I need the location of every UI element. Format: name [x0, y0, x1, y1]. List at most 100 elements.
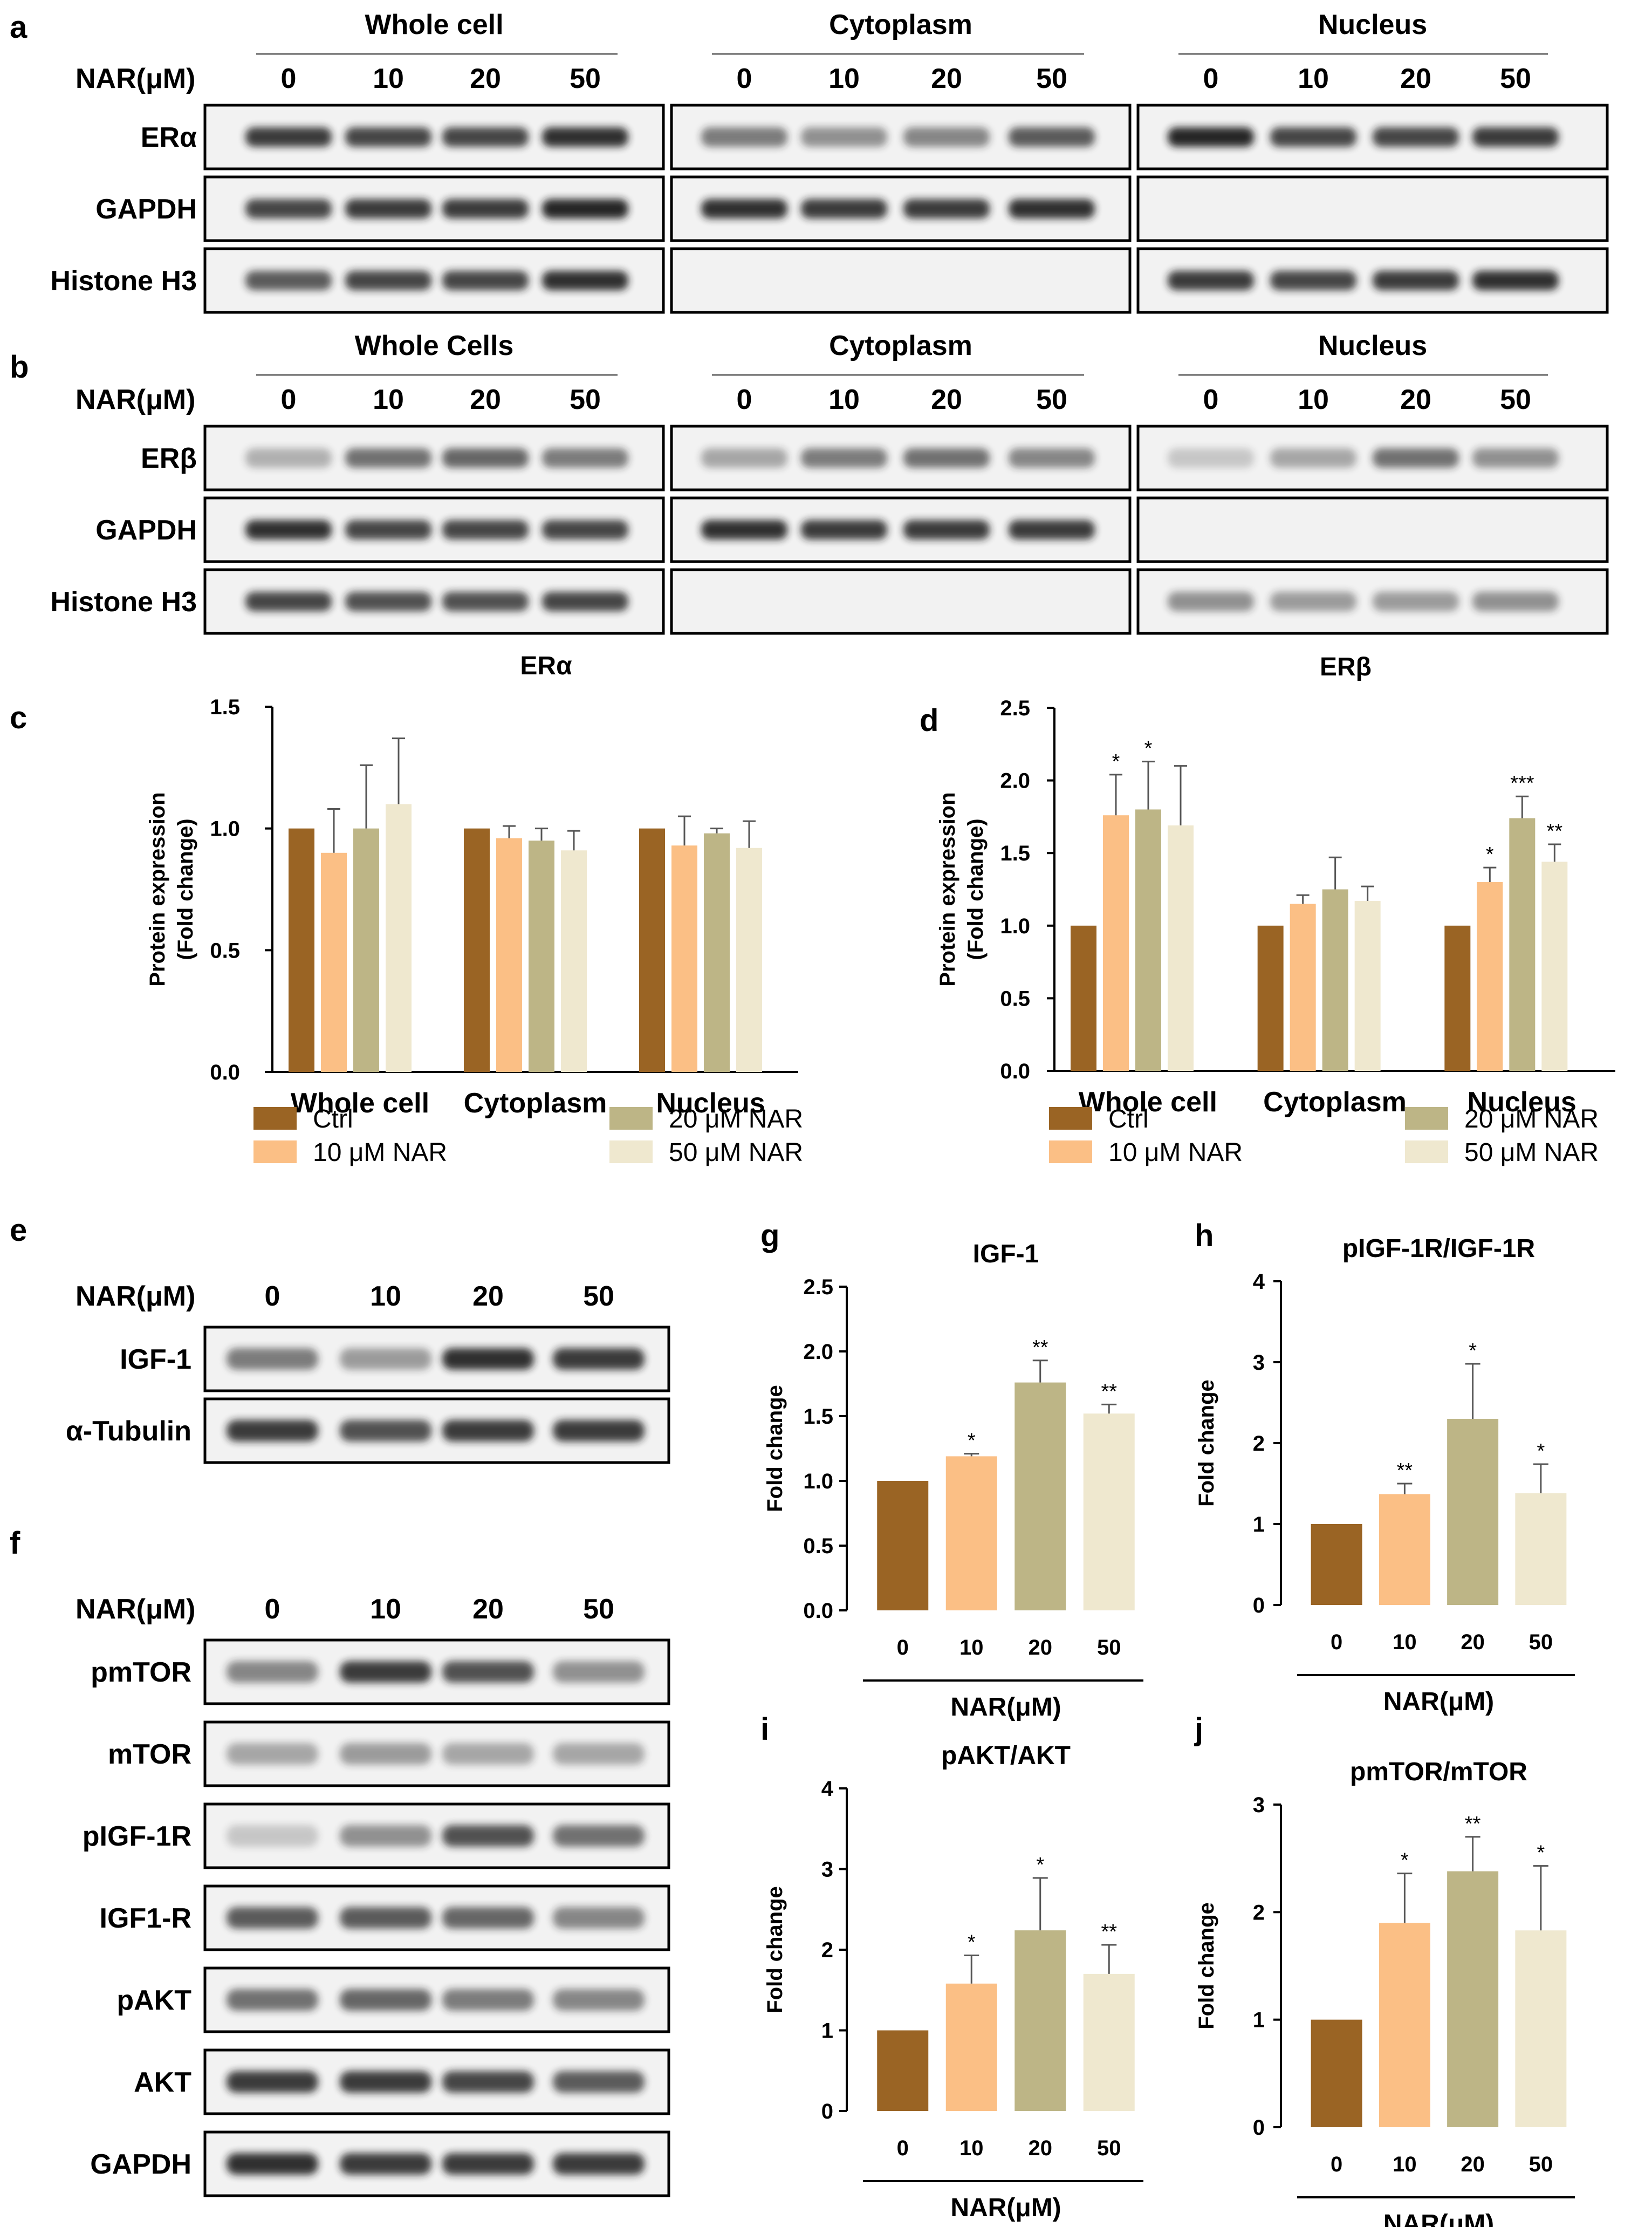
x-tick-label: 50 — [1529, 2153, 1553, 2176]
bar — [1447, 1419, 1499, 1605]
dose-label: 50 — [1036, 63, 1067, 94]
blot-band — [340, 2071, 431, 2093]
legend-label: Ctrl — [313, 1105, 353, 1133]
dose-label: 50 — [1036, 384, 1067, 415]
dose-axis-label: NAR(μM) — [76, 1594, 195, 1625]
blot-band — [245, 592, 332, 611]
bar — [561, 850, 587, 1072]
blot-band — [553, 1989, 645, 2011]
dose-label: 20 — [931, 63, 962, 94]
bar — [321, 852, 347, 1072]
blot-band — [1472, 592, 1559, 611]
y-tick-label: 0 — [1253, 2116, 1265, 2140]
dose-label: 50 — [1500, 384, 1531, 415]
blot-band — [701, 520, 787, 539]
blot-band — [345, 520, 431, 539]
blot-band — [542, 199, 628, 218]
x-axis-label: NAR(μM) — [1383, 1688, 1494, 1716]
y-axis-label-line: (Fold change) — [174, 818, 197, 960]
y-tick-label: 3 — [1253, 1351, 1265, 1375]
chart-title: pAKT/AKT — [941, 1741, 1071, 1770]
dose-label: 0 — [265, 1594, 280, 1625]
dose-label: 10 — [1298, 63, 1329, 94]
y-tick-label: 1.5 — [803, 1405, 833, 1429]
chart-g: 0.0 0.5 1.0 1.5 2.0 2.5 Fold change IGF-1 0 * 10 **… — [763, 1240, 1143, 1722]
blot-row-label: Histone H3 — [50, 265, 197, 297]
significance-mark: * — [1036, 1854, 1044, 1876]
chart-j: 0 1 2 3 Fold change pmTOR/mTOR 0 * 10 ** 20 * 50 NAR(… — [1195, 1758, 1575, 2227]
blot-band — [1009, 199, 1095, 218]
blot-band — [442, 1420, 534, 1442]
blot-band — [542, 448, 628, 468]
x-tick-label: 0 — [897, 2136, 909, 2160]
x-category-label: Whole cell — [291, 1088, 429, 1119]
dose-label: 0 — [737, 384, 752, 415]
blot-band — [345, 199, 431, 218]
dose-axis-label: NAR(μM) — [76, 63, 195, 94]
blot-band — [442, 1825, 534, 1847]
blot-band — [442, 1907, 534, 1929]
x-axis-label: NAR(μM) — [950, 2194, 1061, 2222]
blot-band — [442, 2153, 534, 2175]
x-tick-label: 0 — [897, 1636, 909, 1659]
blot-band — [801, 127, 887, 147]
blot-band — [1009, 127, 1095, 147]
blot-band — [553, 2071, 645, 2093]
bar — [1083, 1413, 1135, 1610]
bar — [945, 1456, 997, 1610]
x-tick-label: 20 — [1461, 2153, 1485, 2176]
dose-label: 20 — [1400, 384, 1431, 415]
blot-band — [340, 2153, 431, 2175]
dose-label: 20 — [931, 384, 962, 415]
blot-band — [1270, 271, 1356, 290]
blot-group-title: Nucleus — [1318, 9, 1427, 40]
legend-swatch — [1405, 1140, 1448, 1163]
bar — [1103, 815, 1129, 1071]
dose-label: 20 — [470, 63, 501, 94]
x-tick-label: 10 — [1393, 1630, 1417, 1654]
blot-band — [1373, 448, 1459, 468]
bar — [1541, 862, 1568, 1071]
x-tick-label: 50 — [1097, 2136, 1121, 2160]
dose-label: 50 — [570, 63, 601, 94]
blot-band — [227, 1420, 318, 1442]
dose-label: 10 — [373, 384, 404, 415]
bar — [1379, 1923, 1430, 2127]
blot-group-title: Whole cell — [365, 9, 503, 40]
legend-label: 50 μM NAR — [1464, 1138, 1599, 1167]
blot-band — [1373, 127, 1459, 147]
bar — [736, 848, 762, 1072]
blot-band — [553, 1907, 645, 1929]
panel-letter-e: e — [10, 1213, 27, 1248]
dose-label: 50 — [570, 384, 601, 415]
y-tick-label: 0.5 — [803, 1534, 833, 1558]
x-category-label: Cytoplasm — [1263, 1087, 1407, 1118]
significance-mark: * — [1537, 1440, 1545, 1463]
y-tick-label: 0.5 — [210, 939, 240, 962]
x-category-label: Nucleus — [656, 1088, 765, 1119]
bar — [1290, 904, 1316, 1071]
blot-band — [1270, 592, 1356, 611]
x-tick-label: 20 — [1029, 1636, 1053, 1659]
chart-title: pIGF-1R/IGF-1R — [1342, 1234, 1535, 1263]
bar — [1071, 925, 1096, 1071]
blot-band — [801, 199, 887, 218]
blot-band — [442, 1348, 534, 1370]
y-tick-label: 2.5 — [1000, 696, 1030, 720]
dose-label: 50 — [1500, 63, 1531, 94]
blot-band — [345, 127, 431, 147]
blot-band — [442, 2071, 534, 2093]
bar — [1322, 889, 1348, 1071]
blot-row-label: pIGF-1R — [83, 1821, 191, 1852]
legend-label: 20 μM NAR — [669, 1105, 803, 1133]
blot-band — [245, 199, 332, 218]
blot-band — [553, 1420, 645, 1442]
blot-band — [1373, 271, 1459, 290]
blot-band — [345, 271, 431, 290]
blot-row-label: pmTOR — [91, 1657, 191, 1688]
y-tick-label: 0 — [1253, 1594, 1265, 1617]
significance-mark: * — [1537, 1842, 1545, 1864]
y-tick-label: 0.0 — [210, 1061, 240, 1084]
blot-band — [442, 1661, 534, 1683]
y-axis-label-line: Protein expression — [146, 792, 169, 986]
